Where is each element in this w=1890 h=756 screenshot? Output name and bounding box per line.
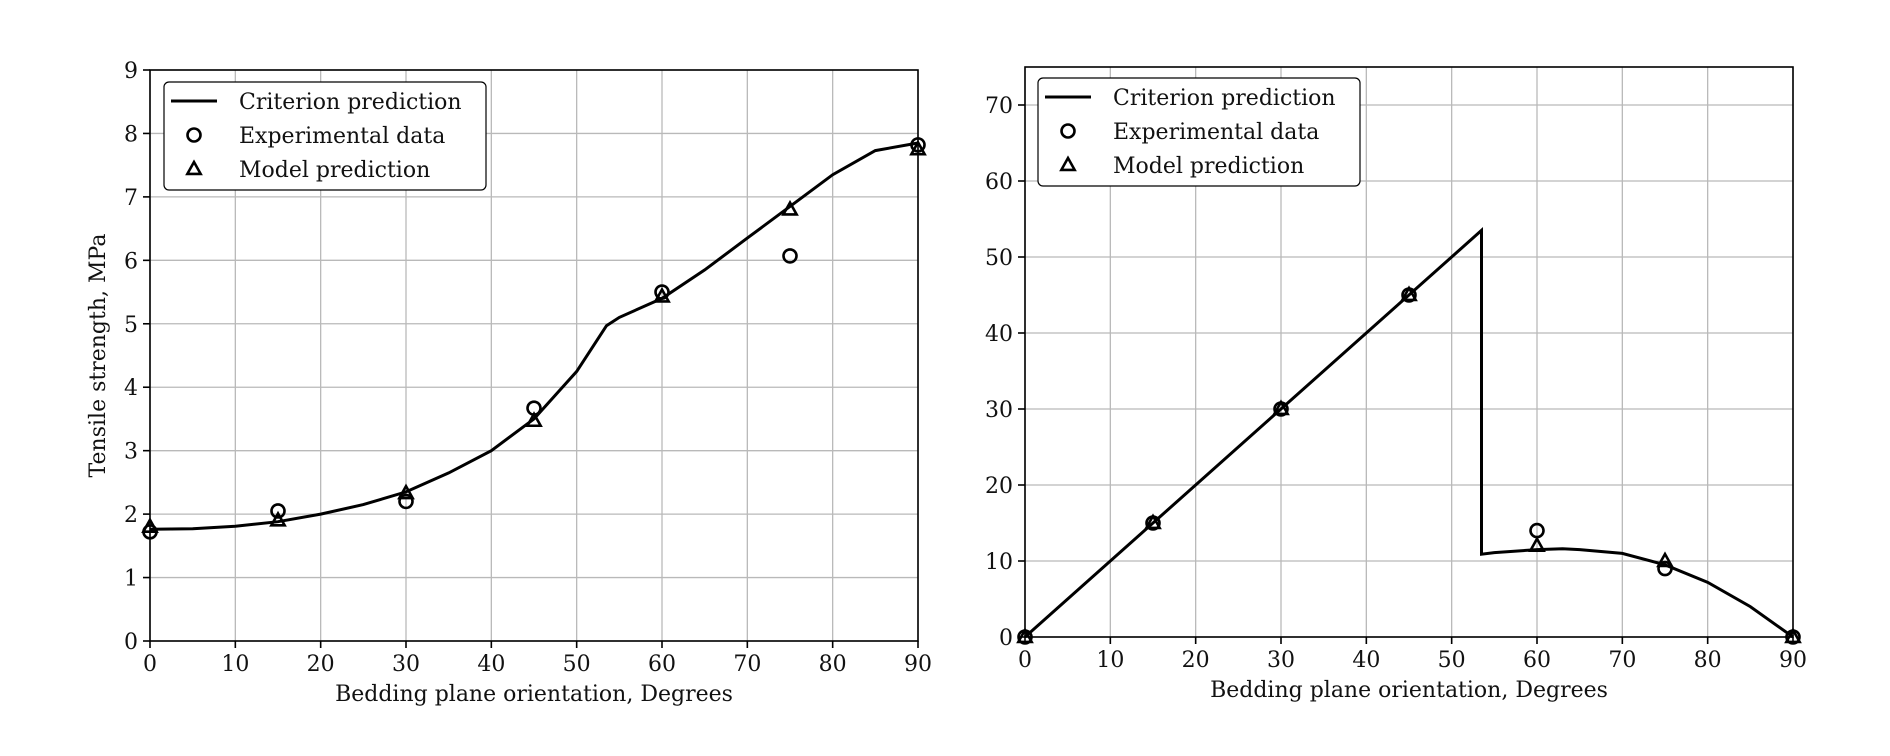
legend-label: Experimental data	[1113, 120, 1319, 145]
y-tick-label: 6	[124, 249, 138, 274]
model-prediction-point	[1144, 513, 1162, 530]
x-tick-label: 20	[307, 652, 335, 677]
x-tick-label: 50	[563, 652, 591, 677]
experimental-data-point	[270, 503, 286, 519]
chart-left-tensile-strength: 0 10 20 30 40 50 60 70 80 90 0 1 2 3 4 5 6 7 8 9 Bedding pla…	[86, 59, 932, 707]
series-experimental-data	[1017, 287, 1801, 645]
y-tick-label: 1	[124, 567, 138, 592]
y-tick-label: 30	[985, 398, 1013, 423]
legend: Criterion prediction Experimental data Mod…	[163, 81, 487, 191]
legend-label: Model prediction	[239, 158, 430, 183]
x-tick-label: 60	[1523, 648, 1551, 673]
model-prediction-point	[909, 139, 927, 156]
model-prediction-point	[1528, 536, 1546, 553]
model-prediction-point	[1016, 627, 1034, 644]
model-prediction-point	[1784, 627, 1802, 644]
x-tick-label: 20	[1182, 648, 1210, 673]
experimental-data-point	[1657, 560, 1673, 577]
x-tick-label: 60	[648, 652, 676, 677]
model-prediction-point	[269, 510, 287, 527]
x-tick-label: 40	[477, 652, 505, 677]
x-tick-label: 70	[1608, 648, 1636, 673]
legend-circle-icon	[1060, 123, 1076, 139]
y-tick-label: 60	[985, 170, 1013, 195]
x-tick-label: 40	[1352, 648, 1380, 673]
model-prediction-point	[525, 411, 543, 428]
legend-circle-icon	[186, 127, 202, 143]
x-tick-label: 70	[733, 652, 761, 677]
x-tick-label: 30	[392, 652, 420, 677]
legend-label: Experimental data	[239, 124, 445, 149]
experimental-data-point	[398, 493, 414, 510]
model-prediction-point	[1272, 399, 1290, 416]
model-prediction-point	[397, 483, 415, 500]
y-tick-label: 3	[124, 440, 138, 465]
experimental-data-point	[782, 248, 798, 264]
series-criterion-prediction	[149, 141, 919, 531]
y-tick-label: 8	[124, 122, 138, 147]
legend-triangle-icon	[185, 159, 203, 176]
y-tick-label: 0	[124, 630, 138, 655]
x-tick-label: 80	[1694, 648, 1722, 673]
model-prediction-point	[1656, 551, 1674, 568]
y-tick-label: 10	[985, 550, 1013, 575]
y-tick-label: 70	[985, 94, 1013, 119]
plot-frame	[1024, 66, 1794, 638]
legend-label: Criterion prediction	[1113, 86, 1336, 111]
x-tick-label: 90	[904, 652, 932, 677]
model-prediction-point	[1400, 285, 1418, 302]
model-prediction-point	[653, 286, 671, 303]
x-tick-label: 30	[1267, 648, 1295, 673]
y-tick-label: 50	[985, 246, 1013, 271]
legend-box	[163, 81, 487, 191]
y-tick-label: 40	[985, 322, 1013, 347]
y-tick-label: 20	[985, 474, 1013, 499]
y-axis-label: Tensile strength, MPa	[86, 234, 111, 478]
x-tick-label: 90	[1779, 648, 1807, 673]
x-tick-label: 10	[221, 652, 249, 677]
y-tick-label: 9	[124, 59, 138, 84]
x-tick-label: 80	[819, 652, 847, 677]
criterion-prediction-line	[1024, 227, 1794, 639]
series-experimental-data	[142, 137, 926, 540]
series-criterion-prediction	[1024, 227, 1794, 639]
y-tick-label: 0	[999, 626, 1013, 651]
legend-label: Model prediction	[1113, 154, 1304, 179]
legend-triangle-icon	[1059, 155, 1077, 172]
x-tick-label: 10	[1096, 648, 1124, 673]
series-model-prediction	[1016, 285, 1802, 644]
legend-label: Criterion prediction	[239, 90, 462, 115]
model-prediction-point	[141, 517, 159, 534]
y-tick-label: 4	[124, 376, 138, 401]
x-tick-label: 0	[143, 652, 157, 677]
x-axis-label: Bedding plane orientation, Degrees	[335, 682, 733, 707]
x-tick-label: 50	[1438, 648, 1466, 673]
x-axis-label: Bedding plane orientation, Degrees	[1210, 678, 1608, 703]
y-tick-label: 5	[124, 313, 138, 338]
series-model-prediction	[141, 139, 927, 534]
model-prediction-point	[781, 199, 799, 216]
legend-box	[1037, 77, 1361, 187]
plot-frame	[149, 69, 919, 642]
y-tick-label: 7	[124, 186, 138, 211]
criterion-prediction-line	[149, 141, 919, 531]
experimental-data-point	[910, 137, 926, 153]
chart-right: 0 10 20 30 40 50 60 70 80 90010203040506070Beddin…	[985, 66, 1807, 703]
y-tick-label: 2	[124, 503, 138, 528]
x-tick-label: 0	[1018, 648, 1032, 673]
experimental-data-point	[654, 284, 670, 300]
legend: Criterion prediction Experimental data Mod…	[1037, 77, 1361, 187]
